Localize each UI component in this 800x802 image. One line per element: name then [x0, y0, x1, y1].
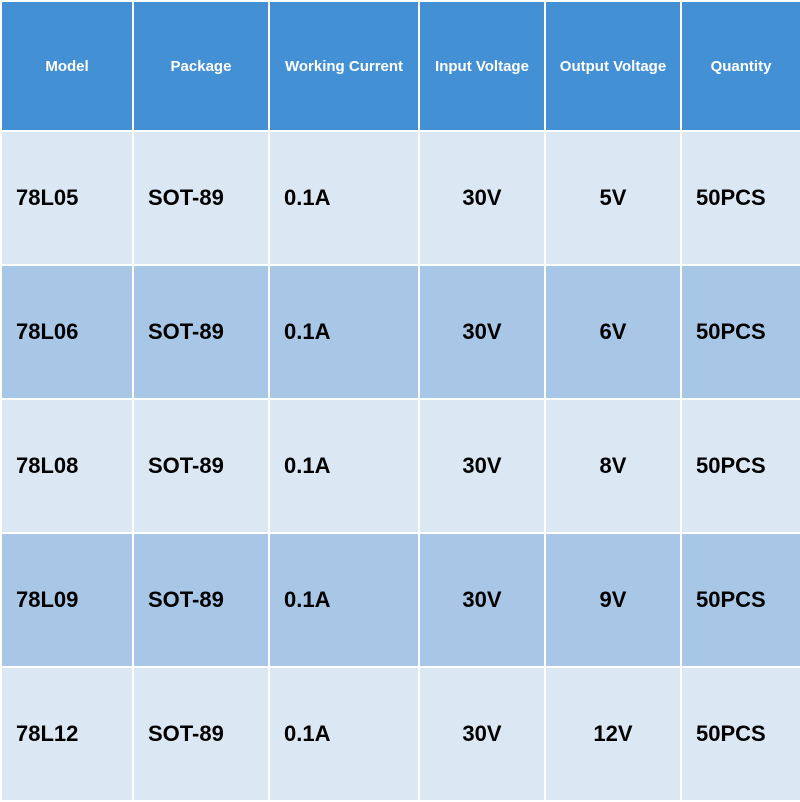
cell-output: 5V — [545, 131, 681, 265]
cell-model: 78L12 — [1, 667, 133, 801]
cell-input: 30V — [419, 131, 545, 265]
table-row: 78L09 SOT-89 0.1A 30V 9V 50PCS — [1, 533, 800, 667]
cell-input: 30V — [419, 399, 545, 533]
cell-input: 30V — [419, 533, 545, 667]
cell-model: 78L05 — [1, 131, 133, 265]
table-row: 78L12 SOT-89 0.1A 30V 12V 50PCS — [1, 667, 800, 801]
cell-current: 0.1A — [269, 533, 419, 667]
cell-current: 0.1A — [269, 667, 419, 801]
cell-qty: 50PCS — [681, 399, 800, 533]
cell-input: 30V — [419, 265, 545, 399]
cell-package: SOT-89 — [133, 265, 269, 399]
cell-current: 0.1A — [269, 399, 419, 533]
cell-input: 30V — [419, 667, 545, 801]
col-header-qty: Quantity — [681, 1, 800, 131]
col-header-model: Model — [1, 1, 133, 131]
table-row: 78L06 SOT-89 0.1A 30V 6V 50PCS — [1, 265, 800, 399]
cell-package: SOT-89 — [133, 399, 269, 533]
spec-table: Model Package Working Current Input Volt… — [0, 0, 800, 802]
cell-package: SOT-89 — [133, 131, 269, 265]
cell-model: 78L08 — [1, 399, 133, 533]
cell-qty: 50PCS — [681, 533, 800, 667]
table-row: 78L05 SOT-89 0.1A 30V 5V 50PCS — [1, 131, 800, 265]
col-header-input: Input Voltage — [419, 1, 545, 131]
col-header-current: Working Current — [269, 1, 419, 131]
cell-output: 8V — [545, 399, 681, 533]
cell-output: 12V — [545, 667, 681, 801]
table-body: 78L05 SOT-89 0.1A 30V 5V 50PCS 78L06 SOT… — [1, 131, 800, 801]
col-header-output: Output Voltage — [545, 1, 681, 131]
cell-model: 78L06 — [1, 265, 133, 399]
cell-qty: 50PCS — [681, 131, 800, 265]
cell-current: 0.1A — [269, 131, 419, 265]
cell-output: 6V — [545, 265, 681, 399]
col-header-package: Package — [133, 1, 269, 131]
cell-model: 78L09 — [1, 533, 133, 667]
cell-qty: 50PCS — [681, 667, 800, 801]
table-row: 78L08 SOT-89 0.1A 30V 8V 50PCS — [1, 399, 800, 533]
cell-qty: 50PCS — [681, 265, 800, 399]
cell-package: SOT-89 — [133, 533, 269, 667]
cell-current: 0.1A — [269, 265, 419, 399]
cell-package: SOT-89 — [133, 667, 269, 801]
table-header-row: Model Package Working Current Input Volt… — [1, 1, 800, 131]
cell-output: 9V — [545, 533, 681, 667]
